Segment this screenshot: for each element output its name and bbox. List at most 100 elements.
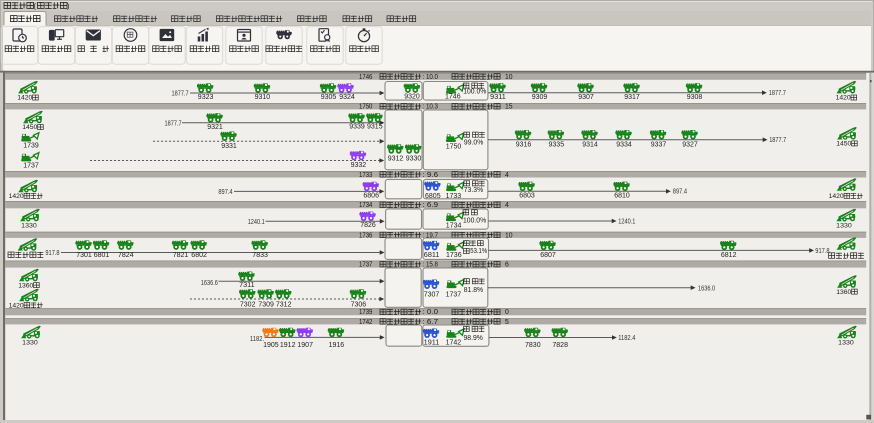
svg-text:1737: 1737 — [23, 161, 39, 170]
svg-text:1877.7: 1877.7 — [769, 137, 786, 144]
svg-text:897.4: 897.4 — [673, 189, 687, 196]
svg-text:9317: 9317 — [624, 92, 640, 101]
svg-text:9320: 9320 — [404, 92, 420, 101]
svg-text:1737: 1737 — [359, 260, 372, 269]
svg-text:(: ( — [34, 1, 37, 10]
svg-text:1734: 1734 — [446, 221, 462, 230]
svg-text:9327: 9327 — [682, 140, 698, 149]
svg-text:0: 0 — [505, 307, 509, 316]
svg-text:9330: 9330 — [406, 153, 422, 162]
svg-text:1742: 1742 — [446, 337, 462, 346]
svg-text:1330: 1330 — [22, 339, 38, 346]
svg-text:1450: 1450 — [836, 141, 851, 148]
svg-text:9305: 9305 — [321, 92, 337, 101]
svg-text:: 10.3: : 10.3 — [423, 104, 439, 111]
svg-text:7301: 7301 — [76, 250, 92, 259]
svg-text:7830: 7830 — [525, 340, 541, 349]
svg-text:7311: 7311 — [239, 280, 255, 289]
svg-text:9310: 9310 — [255, 92, 271, 101]
svg-text:1739: 1739 — [359, 307, 372, 316]
svg-text:73.3%: 73.3% — [464, 187, 483, 194]
svg-text:10: 10 — [505, 72, 513, 81]
svg-text:1450: 1450 — [22, 124, 37, 131]
svg-text:1240.1: 1240.1 — [618, 219, 635, 226]
svg-text:9308: 9308 — [687, 92, 703, 101]
svg-text:7821: 7821 — [173, 250, 189, 259]
svg-text:1420: 1420 — [9, 193, 24, 200]
svg-text:9316: 9316 — [516, 140, 532, 149]
svg-text:1737: 1737 — [446, 290, 462, 299]
svg-text:1877.7: 1877.7 — [769, 90, 786, 97]
svg-text:9339: 9339 — [349, 121, 365, 130]
svg-text:4: 4 — [505, 200, 509, 209]
svg-text:1182.4: 1182.4 — [618, 335, 635, 342]
svg-text:6807: 6807 — [540, 250, 556, 259]
svg-text:7826: 7826 — [360, 220, 376, 229]
svg-text:1916: 1916 — [329, 340, 345, 349]
svg-text:1330: 1330 — [21, 222, 37, 229]
svg-text:9332: 9332 — [351, 160, 367, 169]
svg-text:): ) — [67, 1, 69, 10]
svg-text:1636.6: 1636.6 — [201, 280, 218, 287]
svg-text:1420: 1420 — [829, 193, 844, 200]
svg-text:9323: 9323 — [198, 92, 214, 101]
svg-text:1750: 1750 — [359, 102, 372, 111]
svg-text:1905: 1905 — [263, 340, 279, 349]
svg-text:9309: 9309 — [532, 92, 548, 101]
svg-text:1420: 1420 — [9, 302, 24, 309]
svg-text:7307: 7307 — [424, 290, 440, 299]
svg-text:1736: 1736 — [359, 230, 372, 239]
svg-text:7302: 7302 — [240, 299, 256, 308]
svg-text:6810: 6810 — [614, 191, 630, 200]
svg-text:1912: 1912 — [280, 340, 296, 349]
svg-text:6803: 6803 — [519, 191, 535, 200]
svg-text:: 6.9: : 6.9 — [423, 202, 439, 209]
svg-text:5: 5 — [505, 317, 509, 326]
svg-text:1420: 1420 — [17, 95, 32, 102]
svg-text:9315: 9315 — [367, 121, 383, 130]
svg-text:9334: 9334 — [616, 140, 632, 149]
svg-text:1330: 1330 — [836, 223, 852, 230]
svg-text:9312: 9312 — [388, 153, 404, 162]
svg-text:917.8: 917.8 — [815, 248, 829, 255]
svg-text:: 10.0: : 10.0 — [423, 74, 439, 81]
svg-text:897.4: 897.4 — [218, 189, 232, 196]
svg-text:9307: 9307 — [578, 92, 594, 101]
svg-text:: 6.7: : 6.7 — [423, 319, 439, 326]
svg-text:9331: 9331 — [221, 141, 237, 150]
svg-text:1636.0: 1636.0 — [698, 285, 715, 292]
svg-text:917.8: 917.8 — [45, 250, 59, 257]
svg-text:7306: 7306 — [351, 299, 367, 308]
svg-text:9314: 9314 — [582, 140, 598, 149]
svg-text:9337: 9337 — [651, 140, 667, 149]
svg-text:10: 10 — [505, 230, 513, 239]
svg-text:100.0%: 100.0% — [463, 218, 486, 225]
svg-text:: 0.0: : 0.0 — [423, 309, 439, 316]
svg-text:6: 6 — [505, 260, 509, 269]
svg-text:1734: 1734 — [359, 200, 372, 209]
svg-text:9311: 9311 — [490, 92, 506, 101]
svg-text:1742: 1742 — [359, 317, 372, 326]
svg-text:7312: 7312 — [276, 299, 292, 308]
svg-text:1360: 1360 — [18, 282, 33, 289]
svg-text:9335: 9335 — [549, 140, 565, 149]
svg-text:99.0%: 99.0% — [464, 140, 483, 147]
svg-text:6806: 6806 — [363, 190, 379, 199]
svg-text:: 9.6: : 9.6 — [423, 172, 439, 179]
svg-text:100.0%: 100.0% — [463, 88, 486, 95]
svg-text:9324: 9324 — [339, 92, 355, 101]
svg-text:6812: 6812 — [721, 250, 737, 259]
svg-text:1420: 1420 — [836, 95, 851, 102]
svg-text:1360: 1360 — [836, 289, 851, 296]
svg-text:98.9%: 98.9% — [464, 335, 483, 342]
svg-text:1911: 1911 — [424, 337, 440, 346]
svg-text:6805: 6805 — [425, 191, 441, 200]
svg-text:6801: 6801 — [94, 250, 110, 259]
svg-text:1877.7: 1877.7 — [165, 120, 182, 127]
svg-text:9321: 9321 — [207, 122, 223, 131]
svg-text:6811: 6811 — [424, 250, 440, 259]
svg-text:6802: 6802 — [191, 250, 207, 259]
svg-text:15: 15 — [505, 102, 513, 111]
svg-text:1750: 1750 — [446, 142, 462, 151]
svg-text:1182.: 1182. — [250, 336, 264, 343]
